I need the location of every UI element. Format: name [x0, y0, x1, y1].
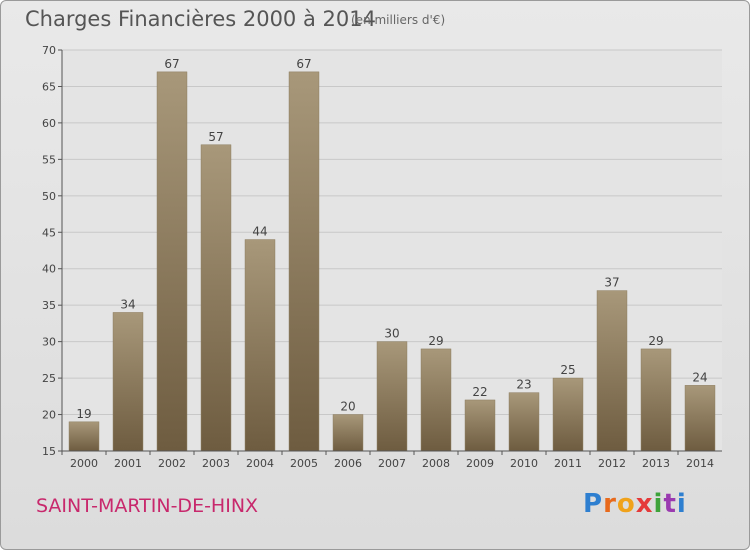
- bar-2011[interactable]: [552, 377, 584, 452]
- y-tick-label: 20: [42, 409, 56, 422]
- x-tick-label: 2002: [158, 457, 186, 470]
- chart-subtitle: (en milliers d'€): [351, 13, 446, 27]
- y-tick-label: 65: [42, 80, 56, 93]
- y-tick-label: 40: [42, 263, 56, 276]
- y-tick-label: 60: [42, 117, 56, 130]
- chart-title: Charges Financières 2000 à 2014: [25, 7, 376, 31]
- x-tick-label: 2003: [202, 457, 230, 470]
- data-label: 23: [516, 378, 531, 392]
- bars: 19 34 67 57 44 67 20 30 29 22 23 25 37 29 24: [68, 57, 716, 452]
- bar-2009[interactable]: [464, 399, 496, 452]
- bar-2002[interactable]: [156, 71, 188, 452]
- proxiti-logo[interactable]: Proxiti: [583, 489, 687, 519]
- data-label: 57: [208, 130, 223, 144]
- logo-letter: o: [616, 489, 636, 519]
- y-tick-label: 50: [42, 190, 56, 203]
- logo-letter: t: [663, 489, 677, 519]
- data-label: 67: [164, 57, 179, 71]
- x-tick-label: 2008: [422, 457, 450, 470]
- x-tick-label: 2009: [466, 457, 494, 470]
- data-label: 34: [120, 297, 135, 311]
- bar-2003[interactable]: [200, 144, 232, 452]
- data-label: 22: [472, 385, 487, 399]
- logo-letter: x: [635, 489, 654, 519]
- bar-2007[interactable]: [376, 341, 408, 452]
- y-tick-label: 15: [42, 445, 56, 458]
- x-tick-label: 2007: [378, 457, 406, 470]
- x-tick-label: 2011: [554, 457, 582, 470]
- y-tick-label: 70: [42, 44, 56, 57]
- data-label: 20: [340, 400, 355, 414]
- axes: 15 20 25 30 35 40 45 50 55 60 65 70 2000 2001 2002 2003…: [42, 44, 722, 470]
- y-tick-label: 25: [42, 372, 56, 385]
- x-tick-label: 2006: [334, 457, 362, 470]
- logo-letter: P: [583, 489, 604, 519]
- data-label: 67: [296, 57, 311, 71]
- data-label: 19: [76, 407, 91, 421]
- logo-letter: i: [676, 489, 687, 519]
- data-label: 29: [648, 334, 663, 348]
- x-tick-label: 2013: [642, 457, 670, 470]
- bar-2001[interactable]: [112, 312, 144, 452]
- bar-2012[interactable]: [596, 290, 628, 452]
- data-label: 37: [604, 276, 619, 290]
- x-tick-label: 2014: [686, 457, 714, 470]
- bar-2008[interactable]: [420, 348, 452, 452]
- bar-2000[interactable]: [68, 421, 100, 452]
- data-label: 44: [252, 225, 267, 239]
- bar-2010[interactable]: [508, 392, 540, 452]
- x-tick-label: 2005: [290, 457, 318, 470]
- y-tick-label: 35: [42, 299, 56, 312]
- logo-letter: i: [653, 489, 664, 519]
- x-tick-label: 2000: [70, 457, 98, 470]
- x-tick-label: 2001: [114, 457, 142, 470]
- logo-letter: r: [603, 489, 617, 519]
- y-tick-label: 45: [42, 226, 56, 239]
- data-label: 30: [384, 327, 399, 341]
- bar-2005[interactable]: [288, 71, 320, 452]
- x-tick-label: 2012: [598, 457, 626, 470]
- y-tick-label: 55: [42, 153, 56, 166]
- bar-2004[interactable]: [244, 239, 276, 452]
- data-label: 24: [692, 370, 707, 384]
- bar-2006[interactable]: [332, 414, 364, 452]
- y-tick-label: 30: [42, 336, 56, 349]
- data-label: 29: [428, 334, 443, 348]
- data-label: 25: [560, 363, 575, 377]
- commune-name: SAINT-MARTIN-DE-HINX: [36, 495, 259, 517]
- bar-2013[interactable]: [640, 348, 672, 452]
- x-tick-label: 2010: [510, 457, 538, 470]
- x-tick-label: 2004: [246, 457, 274, 470]
- bar-2014[interactable]: [684, 385, 716, 452]
